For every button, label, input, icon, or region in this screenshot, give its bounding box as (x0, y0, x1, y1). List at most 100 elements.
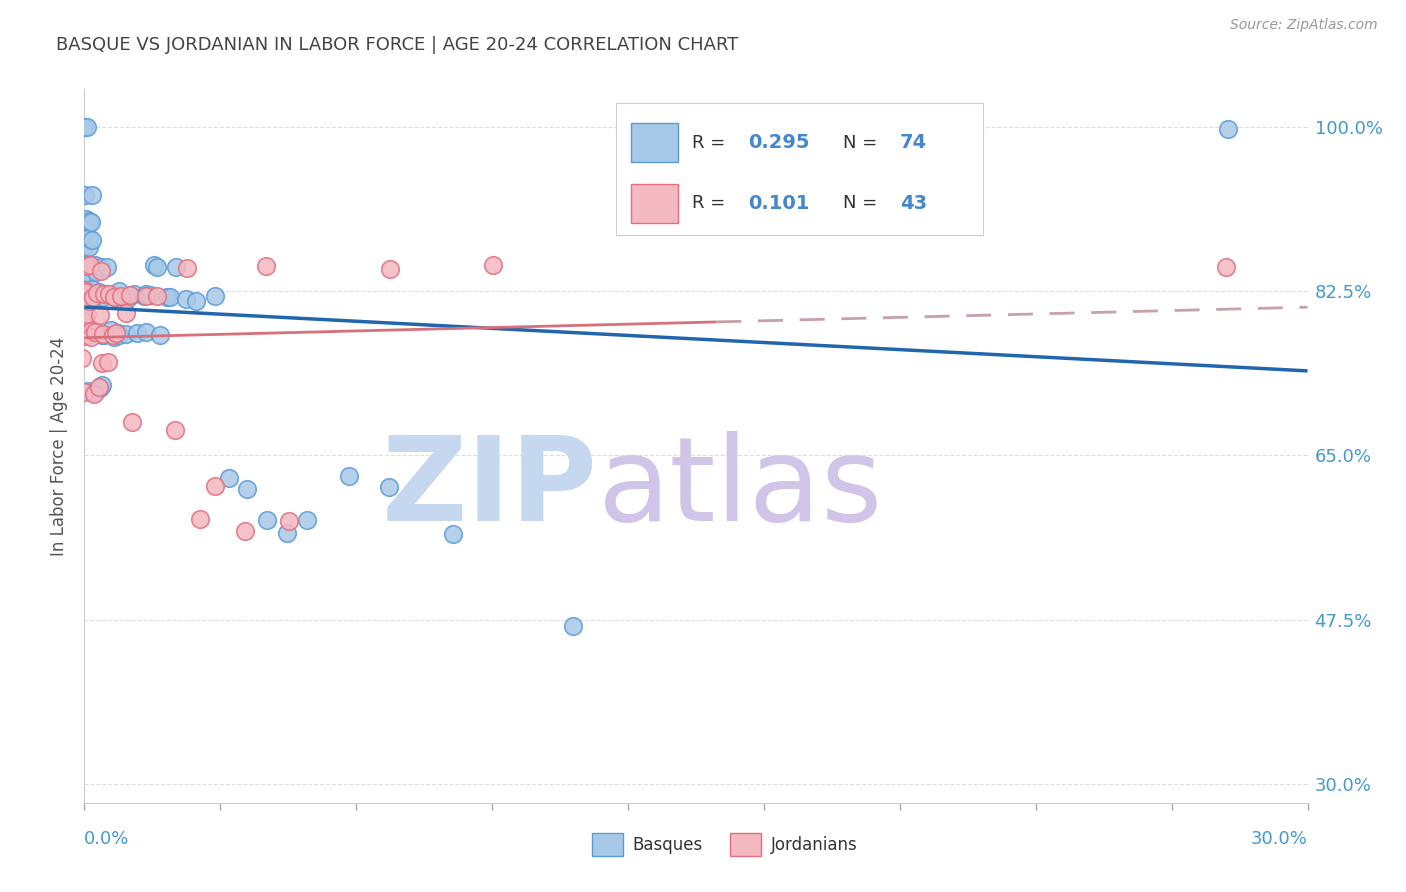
Point (84, 258, 107, 272)
Point (155, 290, 177, 304)
Text: N =: N = (842, 134, 883, 152)
Text: Jordanians: Jordanians (770, 836, 858, 854)
Point (159, 290, 181, 304)
Text: BASQUE VS JORDANIAN IN LABOR FORCE | AGE 20-24 CORRELATION CHART: BASQUE VS JORDANIAN IN LABOR FORCE | AGE… (56, 36, 738, 54)
FancyBboxPatch shape (631, 184, 678, 223)
Point (96, 260, 118, 274)
Point (73, 240, 96, 254)
Point (82, 290, 104, 304)
Point (90, 260, 112, 275)
Point (79, 258, 101, 272)
Point (87, 285, 110, 299)
Point (176, 260, 198, 275)
Point (91, 377, 114, 392)
Point (73, 384, 96, 399)
FancyBboxPatch shape (592, 833, 623, 856)
Point (188, 512, 211, 526)
Point (98, 287, 121, 301)
Point (125, 326, 148, 340)
Point (97, 355, 120, 369)
Point (105, 290, 128, 304)
Text: 74: 74 (900, 133, 928, 153)
Point (75, 212, 97, 227)
Point (73, 283, 96, 297)
Point (204, 478, 226, 492)
Point (76, 120, 98, 134)
Point (142, 258, 165, 272)
Point (146, 260, 169, 274)
Point (82, 326, 104, 341)
Point (77, 384, 100, 399)
Point (254, 259, 277, 273)
Point (218, 471, 240, 485)
Point (103, 290, 125, 304)
FancyBboxPatch shape (616, 103, 983, 235)
Point (70, 313, 93, 327)
Point (77, 327, 100, 342)
Point (101, 327, 124, 342)
Text: R =: R = (692, 194, 731, 212)
Point (73, 328, 96, 343)
Point (377, 480, 399, 494)
Point (87, 287, 110, 301)
Point (77, 240, 100, 254)
Point (76, 259, 98, 273)
Text: Basques: Basques (633, 836, 703, 854)
Point (110, 289, 132, 303)
Point (204, 288, 226, 302)
Point (83, 386, 105, 401)
Point (174, 292, 197, 306)
Point (97, 287, 120, 301)
Text: N =: N = (842, 194, 883, 212)
Text: atlas: atlas (598, 432, 883, 546)
Point (378, 262, 401, 277)
Point (72, 270, 94, 285)
Point (101, 288, 124, 302)
Point (91, 289, 114, 303)
Point (75, 259, 97, 273)
Point (117, 291, 139, 305)
Point (77, 213, 100, 227)
Text: 0.0%: 0.0% (84, 830, 129, 847)
Point (82, 234, 104, 248)
Point (562, 619, 585, 633)
Point (108, 328, 131, 343)
Point (72, 120, 94, 135)
Point (91, 327, 114, 342)
Point (93, 327, 115, 342)
Point (236, 482, 259, 496)
Point (139, 287, 162, 301)
Point (70, 230, 93, 244)
Point (73, 289, 96, 303)
Point (107, 326, 129, 341)
FancyBboxPatch shape (730, 833, 761, 856)
FancyBboxPatch shape (631, 123, 678, 162)
Point (114, 327, 136, 342)
Point (75, 188, 97, 202)
Point (337, 468, 360, 483)
Point (186, 293, 208, 308)
Point (73, 268, 96, 282)
Point (76, 307, 98, 321)
Point (80, 330, 103, 344)
Point (72, 351, 94, 366)
Point (108, 284, 131, 298)
Point (77, 285, 100, 299)
Point (83, 384, 105, 399)
Point (104, 326, 127, 341)
Text: ZIP: ZIP (382, 432, 598, 546)
Point (89, 308, 111, 322)
Point (165, 260, 187, 274)
Point (79, 293, 101, 308)
Point (149, 328, 172, 343)
Point (135, 325, 157, 339)
Point (929, 120, 952, 135)
Point (256, 513, 278, 527)
Point (146, 289, 169, 303)
Point (135, 286, 157, 301)
Point (233, 524, 256, 538)
Text: 0.295: 0.295 (748, 133, 810, 153)
Point (77, 266, 100, 280)
Point (441, 527, 464, 541)
Point (135, 289, 157, 303)
